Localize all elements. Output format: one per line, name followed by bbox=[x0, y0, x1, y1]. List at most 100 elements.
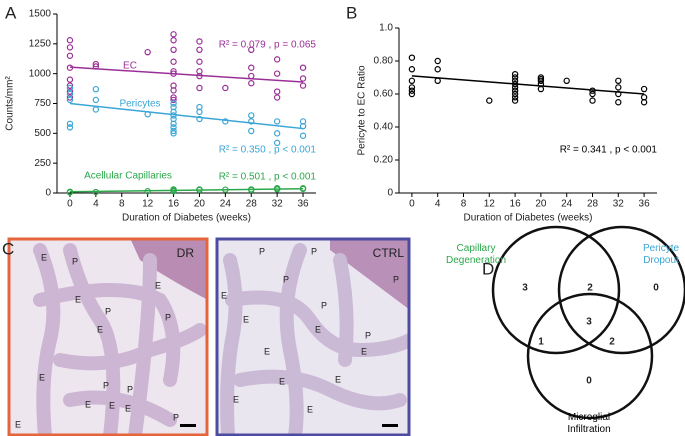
region-count: 0 bbox=[653, 283, 659, 294]
x-tick-label: 24 bbox=[220, 199, 232, 210]
y-axis-label: Counts/mm² bbox=[5, 76, 16, 131]
point bbox=[640, 99, 648, 106]
point bbox=[170, 127, 177, 135]
point bbox=[299, 132, 307, 139]
point bbox=[408, 84, 416, 91]
point bbox=[408, 77, 416, 85]
x-tick-label: 20 bbox=[194, 199, 206, 210]
point bbox=[273, 118, 281, 125]
x-tick-label: 8 bbox=[461, 199, 467, 210]
x-tick-label: 0 bbox=[409, 199, 415, 210]
x-axis-label: Duration of Diabetes (weeks) bbox=[122, 213, 251, 224]
y-tick-label: 0.40 bbox=[374, 122, 394, 133]
y-tick-label: 0 bbox=[387, 188, 393, 199]
point bbox=[92, 85, 100, 93]
image-tag: DR bbox=[177, 246, 195, 260]
panel-label: C bbox=[2, 239, 14, 258]
cell-label: E bbox=[85, 399, 91, 409]
y-tick-label: 0.60 bbox=[374, 89, 394, 100]
series-label: Pericytes bbox=[119, 99, 160, 110]
x-tick-label: 28 bbox=[587, 199, 599, 210]
y-tick-label: 1000 bbox=[29, 68, 52, 79]
cell-label: E bbox=[15, 419, 21, 429]
set-label: Capillary Degeneration bbox=[445, 243, 507, 266]
point bbox=[170, 120, 177, 127]
x-tick-label: 24 bbox=[561, 199, 573, 210]
point bbox=[589, 90, 596, 98]
x-tick-label: 8 bbox=[119, 199, 125, 210]
x-tick-label: 28 bbox=[246, 199, 258, 210]
point bbox=[273, 130, 281, 137]
y-axis-label: Pericyte to EC Ratio bbox=[357, 65, 368, 155]
point bbox=[408, 66, 416, 73]
point bbox=[273, 139, 281, 147]
point bbox=[170, 31, 177, 38]
point bbox=[92, 60, 100, 68]
frame-dr bbox=[7, 237, 209, 436]
x-tick-label: 16 bbox=[168, 199, 180, 210]
point bbox=[299, 75, 307, 82]
cell-label: E bbox=[315, 324, 321, 334]
fit-line bbox=[411, 75, 645, 95]
point bbox=[66, 120, 74, 127]
cell-label: E bbox=[233, 394, 239, 404]
point bbox=[615, 99, 622, 106]
y-tick-label: 1.0 bbox=[379, 23, 393, 34]
point bbox=[170, 100, 177, 107]
point bbox=[589, 97, 596, 104]
point bbox=[248, 112, 255, 119]
point bbox=[273, 94, 281, 101]
x-tick-label: 36 bbox=[297, 199, 309, 210]
point bbox=[511, 90, 519, 98]
y-tick-label: 750 bbox=[34, 98, 51, 109]
point bbox=[170, 46, 177, 54]
point bbox=[511, 74, 519, 81]
point bbox=[66, 52, 74, 59]
point bbox=[640, 85, 648, 93]
point bbox=[248, 118, 255, 125]
point bbox=[511, 70, 519, 78]
point bbox=[66, 124, 74, 131]
x-tick-label: 36 bbox=[639, 199, 651, 210]
cell-label: P bbox=[321, 300, 327, 310]
point bbox=[434, 57, 441, 65]
point bbox=[196, 38, 203, 45]
point bbox=[434, 66, 441, 73]
panel-label: B bbox=[346, 3, 357, 22]
point bbox=[511, 97, 519, 104]
micrograph-ctrl bbox=[216, 238, 410, 436]
point bbox=[66, 82, 74, 89]
point bbox=[248, 64, 255, 71]
y-tick-label: 1500 bbox=[29, 9, 52, 20]
panel-label: A bbox=[5, 3, 17, 22]
x-tick-label: 4 bbox=[93, 199, 99, 210]
point bbox=[563, 77, 570, 85]
point bbox=[248, 127, 255, 135]
point bbox=[66, 90, 74, 98]
x-tick-label: 12 bbox=[142, 199, 154, 210]
point bbox=[66, 84, 74, 92]
venn-circles bbox=[491, 225, 685, 420]
cell-label: E bbox=[307, 404, 313, 414]
cell-label: P bbox=[105, 306, 111, 316]
cell-label: P bbox=[165, 312, 171, 322]
point bbox=[222, 118, 229, 125]
cell-label: E bbox=[41, 252, 47, 262]
point bbox=[537, 77, 545, 85]
region-count: 2 bbox=[587, 283, 593, 294]
point bbox=[299, 122, 307, 130]
frame-ctrl bbox=[215, 237, 411, 436]
point bbox=[144, 48, 151, 56]
y-tick-label: 1250 bbox=[29, 38, 52, 49]
x-tick-label: 32 bbox=[272, 199, 284, 210]
point bbox=[66, 96, 74, 104]
region-count: 3 bbox=[586, 317, 592, 328]
x-tick-label: 12 bbox=[484, 199, 496, 210]
point bbox=[434, 77, 441, 85]
point bbox=[273, 70, 281, 77]
region-count: 2 bbox=[609, 337, 615, 348]
point bbox=[170, 96, 177, 104]
panel-label: D bbox=[482, 259, 494, 278]
